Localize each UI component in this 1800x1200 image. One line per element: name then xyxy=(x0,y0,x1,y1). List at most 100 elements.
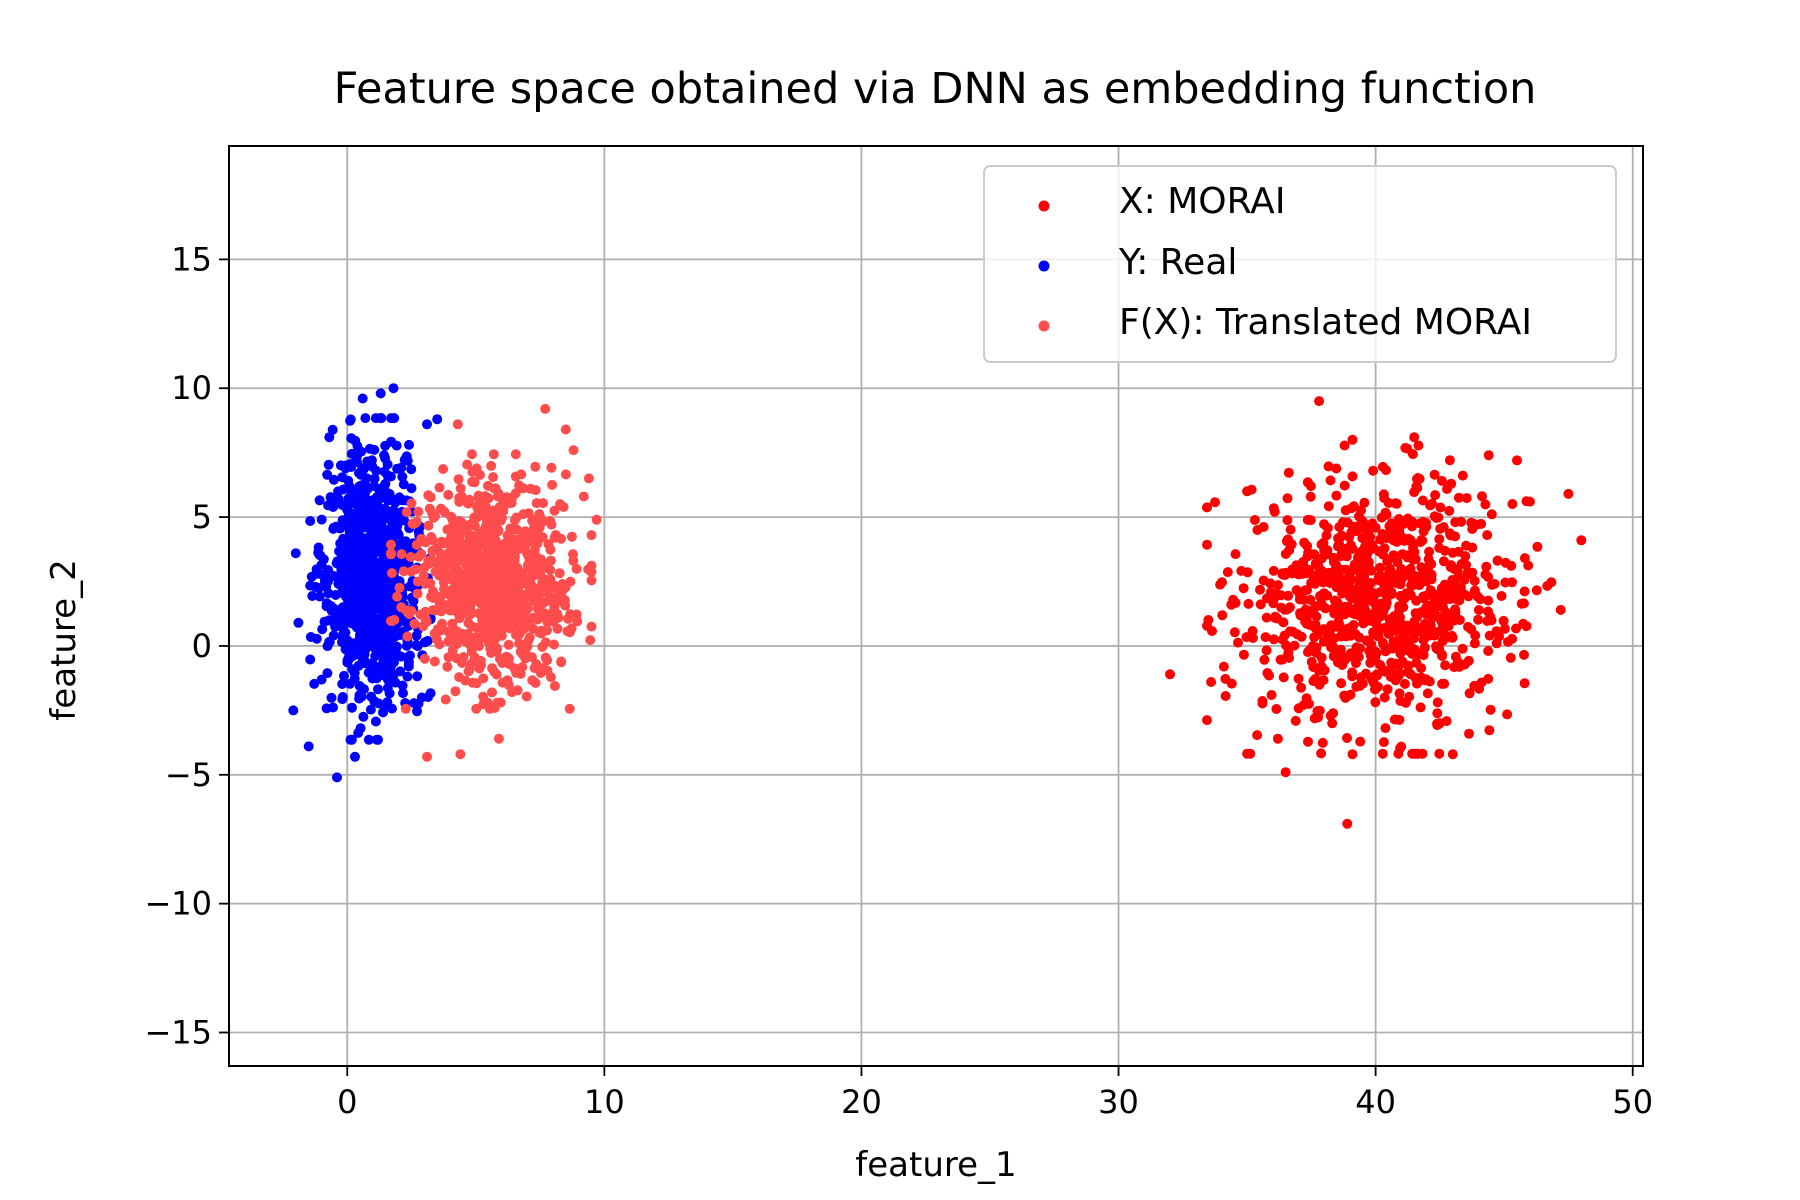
data-point xyxy=(538,516,548,527)
data-point xyxy=(1296,682,1307,693)
data-point xyxy=(364,443,375,454)
data-point xyxy=(1340,576,1351,587)
data-point xyxy=(406,464,417,475)
data-point xyxy=(333,486,344,497)
data-point xyxy=(1387,552,1398,563)
data-point xyxy=(412,706,422,717)
data-point xyxy=(1322,590,1333,601)
data-point xyxy=(1347,434,1358,445)
data-point xyxy=(1434,626,1445,637)
data-point xyxy=(337,692,348,702)
data-point xyxy=(1415,571,1425,582)
data-point xyxy=(1381,646,1391,656)
data-point xyxy=(1507,577,1517,588)
data-point xyxy=(370,413,381,424)
data-point xyxy=(1492,555,1503,566)
data-point xyxy=(354,681,365,691)
data-point xyxy=(1364,563,1375,574)
data-point xyxy=(1271,704,1282,714)
data-point xyxy=(319,576,330,587)
y-tick-label: −5 xyxy=(165,756,212,794)
y-tick-label: 5 xyxy=(192,498,212,536)
data-point xyxy=(1299,537,1310,548)
data-point xyxy=(564,627,575,638)
data-point xyxy=(511,524,522,535)
data-point xyxy=(347,664,358,675)
data-point xyxy=(463,498,474,509)
data-point xyxy=(1477,491,1487,502)
data-point xyxy=(345,414,356,425)
data-point xyxy=(413,506,424,517)
data-point xyxy=(406,498,417,509)
data-point xyxy=(494,653,505,664)
data-point xyxy=(1328,651,1339,662)
x-tick-label: 10 xyxy=(584,1083,625,1121)
data-point xyxy=(1243,598,1254,609)
data-point xyxy=(489,639,499,650)
data-point xyxy=(1285,524,1296,535)
data-point xyxy=(1309,632,1320,643)
data-point xyxy=(456,581,467,592)
data-point xyxy=(1347,471,1358,482)
data-point xyxy=(1447,547,1458,558)
data-point xyxy=(512,567,523,578)
data-point xyxy=(1380,584,1390,595)
data-point xyxy=(425,688,436,699)
data-point xyxy=(1484,725,1495,736)
data-point xyxy=(352,602,363,613)
data-point xyxy=(516,469,527,480)
data-point xyxy=(1247,626,1258,636)
data-point xyxy=(322,641,333,652)
data-point xyxy=(374,597,385,608)
data-point xyxy=(330,613,341,624)
data-point xyxy=(1424,676,1435,687)
data-point xyxy=(383,674,394,685)
data-point xyxy=(405,552,416,562)
data-point xyxy=(1299,585,1310,596)
data-point xyxy=(1483,646,1494,656)
data-point xyxy=(1486,509,1497,520)
data-point xyxy=(466,658,477,669)
data-point xyxy=(490,509,501,520)
data-point xyxy=(549,639,559,650)
data-point xyxy=(395,666,406,677)
data-point xyxy=(545,544,556,555)
data-point xyxy=(1576,535,1587,546)
data-point xyxy=(378,507,389,518)
data-point xyxy=(471,622,482,633)
data-point xyxy=(1280,549,1291,559)
data-point xyxy=(389,413,400,424)
data-point xyxy=(545,574,556,585)
data-point xyxy=(460,636,471,647)
data-point xyxy=(375,388,386,399)
data-point xyxy=(1331,463,1342,474)
y-tick-label: 0 xyxy=(192,627,212,665)
legend-label-translated-morai: F(X): Translated MORAI xyxy=(1119,302,1532,343)
data-point xyxy=(431,634,442,645)
data-point xyxy=(1457,470,1468,481)
data-point xyxy=(343,652,354,663)
data-point xyxy=(1273,580,1283,591)
data-point xyxy=(406,483,417,494)
data-point xyxy=(382,655,393,666)
data-point xyxy=(1283,467,1294,478)
data-point xyxy=(396,602,407,613)
data-point xyxy=(346,448,357,459)
data-point xyxy=(1206,677,1217,687)
data-point xyxy=(426,591,436,602)
data-point xyxy=(1563,488,1574,499)
data-point xyxy=(1434,718,1445,729)
data-point xyxy=(1457,643,1468,654)
data-point xyxy=(371,673,382,684)
data-point xyxy=(1279,570,1290,581)
data-point xyxy=(1317,737,1328,748)
data-point xyxy=(1334,522,1345,532)
data-point xyxy=(1425,585,1436,596)
data-point xyxy=(1400,443,1411,453)
data-point xyxy=(443,652,454,663)
data-point xyxy=(1467,542,1478,553)
legend-marker-x-morai xyxy=(1038,200,1050,212)
data-point xyxy=(1361,635,1372,646)
data-point xyxy=(1312,706,1323,717)
data-point xyxy=(359,536,370,546)
